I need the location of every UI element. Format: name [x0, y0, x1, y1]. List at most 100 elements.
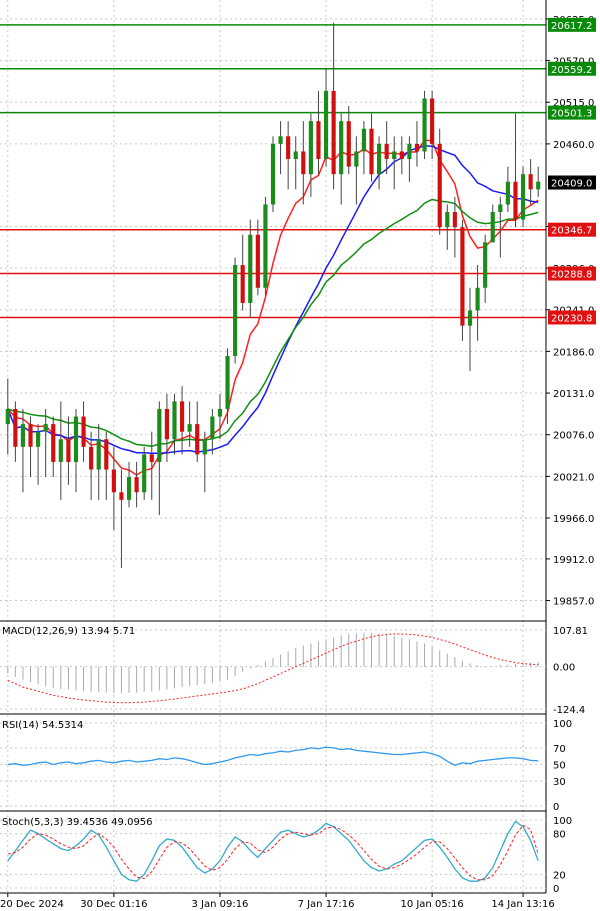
stoch-label: Stoch(5,3,3) 39.4536 49.0956 [2, 817, 153, 828]
rsi-label: RSI(14) 54.5314 [2, 720, 83, 731]
candle-body [445, 212, 450, 228]
candle-body [430, 98, 435, 144]
candle-body [399, 151, 404, 160]
macd-axis: 107.81 0.00 -124.4 [553, 626, 588, 716]
candle-body [301, 151, 306, 175]
candle-body [233, 265, 238, 356]
candle-body [475, 287, 480, 311]
candle-body [407, 143, 412, 160]
candle-body [513, 181, 518, 220]
time-axis: 20 Dec 2024 30 Dec 01:16 3 Jan 09:16 7 Jan … [0, 892, 555, 910]
price-tick-label: 19912.0 [553, 555, 594, 566]
candle-body [43, 424, 48, 432]
rsi-tick-label: 30 [553, 777, 566, 788]
candle-body [263, 204, 268, 288]
candle-body [142, 454, 147, 493]
candle-body [126, 477, 132, 500]
candle-body [331, 90, 336, 175]
macd-signal-line [7, 633, 539, 704]
candle-body [392, 151, 397, 160]
level-tag-text: 20617.2 [551, 21, 592, 32]
rsi-tick-label: 70 [553, 744, 566, 755]
price-tick-label: 19966.0 [553, 514, 594, 525]
candle-body [73, 416, 79, 462]
candle-body [96, 439, 101, 470]
candle-body [104, 439, 109, 470]
candle-body [467, 310, 473, 326]
level-tag-box [548, 105, 596, 120]
candle-body [157, 408, 162, 462]
rsi-path [7, 746, 539, 767]
candle-body [255, 234, 260, 288]
candle-body [369, 128, 374, 175]
candle-body [58, 439, 63, 462]
candle-body [293, 151, 298, 160]
candle-body [308, 121, 313, 175]
rsi-tick-label: 100 [553, 719, 572, 730]
time-tick-label: 20 Dec 2024 [0, 899, 64, 910]
stoch-grid [0, 819, 546, 889]
price-tick-label: 20131.0 [553, 389, 594, 400]
level-tag-text: 20230.8 [551, 313, 592, 324]
rsi-panel[interactable]: 100 70 50 30 0 RSI(14) 54.5314 [0, 719, 572, 813]
candle-body [505, 181, 510, 205]
candle-body [195, 424, 200, 455]
level-tag-box [548, 61, 596, 76]
macd-histogram [7, 632, 539, 694]
price-panel[interactable]: 20625.020570.020515.020460.020351.020296… [0, 0, 596, 893]
ma-mid-line [7, 198, 539, 448]
candle-body [134, 477, 139, 493]
price-tick-label: 20460.0 [553, 140, 594, 151]
rsi-tick-label: 0 [553, 802, 559, 813]
stoch-tick-label: 100 [553, 816, 572, 827]
candle-body [248, 234, 253, 303]
candle-body [414, 143, 420, 152]
level-tag-text: 20559.2 [551, 65, 592, 76]
candle-body [5, 408, 10, 425]
level-tag-text: 20501.3 [551, 109, 592, 120]
time-tick-label: 30 Dec 01:16 [80, 899, 147, 910]
stoch-tick-label: 20 [553, 870, 566, 881]
candle-body [346, 121, 351, 167]
stoch-main-path [7, 820, 539, 882]
price-tick-label: 19857.0 [553, 597, 594, 608]
candle-body [354, 151, 359, 167]
price-tick-label: 20186.0 [553, 347, 594, 358]
candle-body [339, 121, 344, 175]
stoch-panel[interactable]: 100 80 20 0 Stoch(5,3,3) 39.4536 49.0956 [0, 816, 572, 895]
level-tag-box [548, 17, 596, 32]
level-tag-box [548, 266, 596, 281]
macd-signal-path [7, 633, 539, 704]
macd-panel[interactable]: 107.81 0.00 -124.4 MACD(12,26,9) 13.94 5.7… [0, 626, 588, 716]
stoch-axis: 100 80 20 0 [553, 816, 572, 895]
candle-body [36, 431, 41, 447]
candle-body [225, 355, 230, 409]
candle-body [164, 408, 169, 440]
candle-body [422, 98, 427, 152]
candle-body [51, 424, 56, 462]
moving-averages [7, 139, 539, 476]
candle-body [278, 136, 283, 144]
time-tick-label: 14 Jan 13:16 [491, 899, 554, 910]
candle-body [316, 121, 321, 160]
candle-body [28, 424, 33, 447]
rsi-tick-label: 50 [553, 761, 566, 772]
price-tick-label: 20021.0 [553, 472, 594, 483]
candle-body [452, 212, 457, 228]
current-price-box [548, 175, 596, 190]
candle-body [437, 143, 442, 228]
macd-label: MACD(12,26,9) 13.94 5.71 [2, 626, 135, 637]
candle-body [520, 174, 526, 220]
candle-body [66, 439, 71, 462]
candle-body [384, 143, 389, 160]
level-tag-text: 20346.7 [551, 226, 592, 237]
candle-body [202, 439, 207, 455]
rsi-axis: 100 70 50 30 0 [553, 719, 572, 813]
candle-body [119, 492, 124, 500]
price-tick-label: 20076.0 [553, 431, 594, 442]
candle-body [498, 204, 503, 213]
candle-body [187, 424, 192, 432]
stoch-tick-label: 80 [553, 830, 566, 841]
candle-body [483, 242, 488, 288]
